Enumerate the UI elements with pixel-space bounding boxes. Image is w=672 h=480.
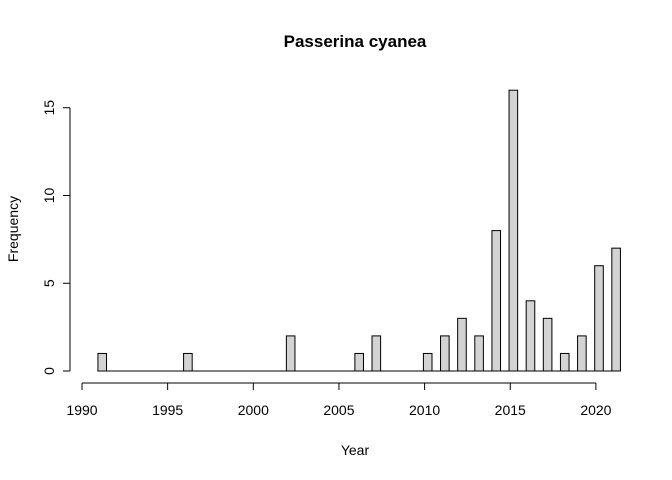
bar-2014 bbox=[491, 230, 502, 372]
bar-2017 bbox=[542, 317, 553, 372]
x-axis-label: Year bbox=[341, 442, 370, 458]
bar-2011 bbox=[440, 335, 450, 372]
bar-2015 bbox=[508, 89, 519, 372]
bar-2013 bbox=[474, 335, 484, 372]
x-tick-label-2010: 2010 bbox=[409, 402, 440, 418]
bar-2002 bbox=[285, 335, 296, 372]
bar-2016 bbox=[525, 300, 536, 372]
bar-2007 bbox=[371, 335, 382, 372]
y-axis: 0 5 10 15 bbox=[41, 100, 71, 375]
bar-1996 bbox=[183, 352, 193, 372]
x-tick-label-2000: 2000 bbox=[238, 402, 269, 418]
y-tick-label-5: 5 bbox=[41, 279, 57, 287]
x-tick-label-1990: 1990 bbox=[66, 402, 97, 418]
bars-group bbox=[97, 89, 621, 372]
x-axis: 1990 1995 2000 2005 2010 2015 2020 bbox=[66, 382, 612, 418]
bar-2020 bbox=[594, 265, 604, 372]
x-tick-label-2020: 2020 bbox=[580, 402, 611, 418]
bar-1991 bbox=[97, 352, 108, 372]
bar-2012 bbox=[457, 317, 467, 372]
x-tick-label-2005: 2005 bbox=[323, 402, 354, 418]
bar-2021 bbox=[611, 247, 621, 372]
bar-2018 bbox=[559, 352, 570, 372]
bar-2019 bbox=[577, 335, 587, 372]
y-tick-label-0: 0 bbox=[41, 367, 57, 375]
bar-2010 bbox=[422, 352, 433, 372]
y-tick-label-10: 10 bbox=[41, 188, 57, 204]
bar-2006 bbox=[354, 352, 364, 372]
x-tick-label-1995: 1995 bbox=[152, 402, 183, 418]
x-tick-label-2015: 2015 bbox=[495, 402, 526, 418]
chart-title: Passerina cyanea bbox=[284, 32, 427, 51]
y-tick-label-15: 15 bbox=[41, 100, 57, 116]
y-axis-label: Frequency bbox=[5, 196, 21, 262]
